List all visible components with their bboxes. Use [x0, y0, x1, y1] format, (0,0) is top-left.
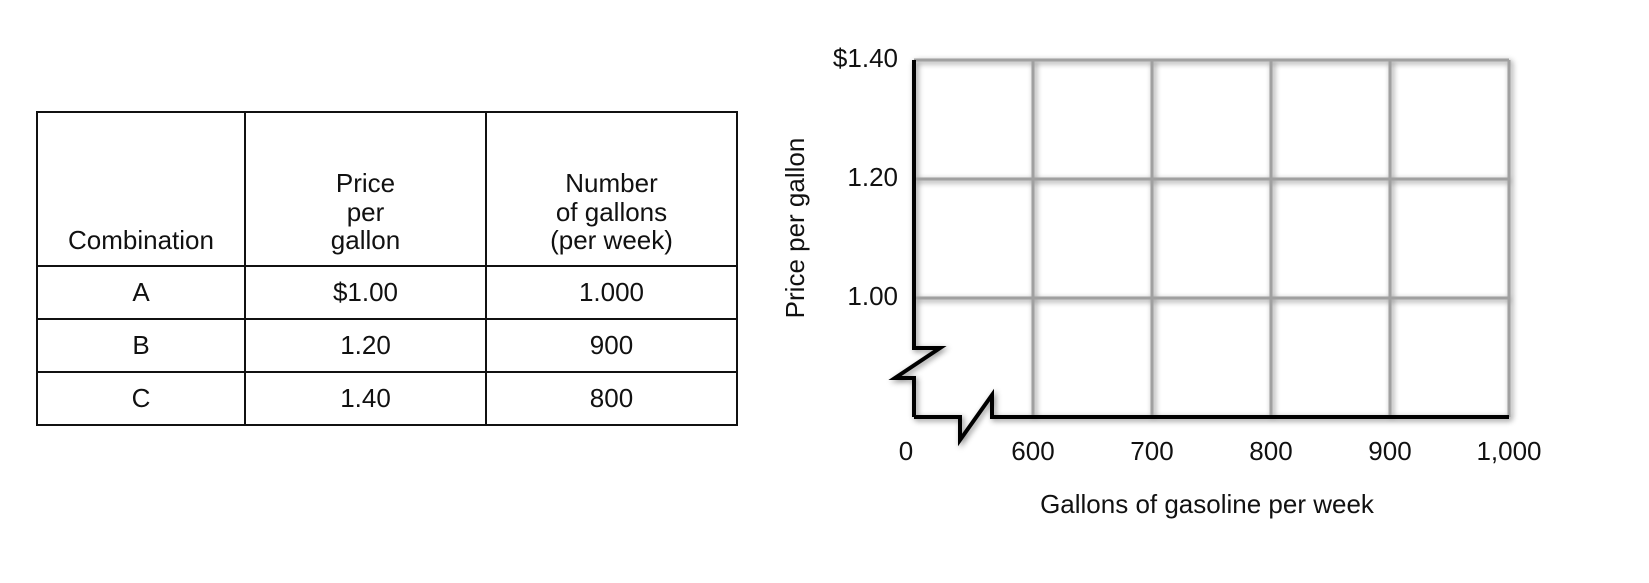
table-cell: 1.40 [244, 371, 487, 426]
table-cell: C [36, 371, 246, 426]
header-text: (per week) [550, 225, 673, 256]
y-tick-label: 1.20 [847, 162, 898, 192]
table-cell: 800 [485, 371, 738, 426]
y-tick-label: $1.40 [833, 43, 898, 73]
header-text: Number [565, 168, 658, 199]
y-axis-label: Price per gallon [780, 138, 810, 319]
x-axis [914, 388, 1509, 447]
header-cell: Price per gallon [244, 111, 487, 267]
origin-label: 0 [899, 436, 913, 466]
table-cell: 900 [485, 318, 738, 373]
y-axis [888, 60, 947, 417]
y-tick-label: 1.00 [847, 281, 898, 311]
header-text: per [346, 196, 385, 227]
table-cell: A [36, 265, 246, 320]
x-tick-label: 1,000 [1476, 436, 1541, 466]
table-cell: B [36, 318, 246, 373]
x-tick-label: 700 [1130, 436, 1173, 466]
table-row: B 1.20 900 [36, 318, 738, 373]
header-cell: Number of gallons (per week) [485, 111, 738, 267]
header-cell: Combination [36, 111, 246, 267]
plot-area [888, 58, 1511, 447]
header-text: gallon [330, 225, 401, 256]
header-text: of gallons [555, 196, 668, 227]
table-cell: 1.20 [244, 318, 487, 373]
x-tick-label: 600 [1011, 436, 1054, 466]
header-text: Combination [68, 225, 214, 256]
table-row: C 1.40 800 [36, 371, 738, 426]
x-axis-label: Gallons of gasoline per week [1040, 489, 1375, 519]
frame [888, 58, 1511, 447]
header-text: Price [335, 168, 396, 199]
x-tick-label: 900 [1368, 436, 1411, 466]
table-cell: 1.000 [485, 265, 738, 320]
data-table: Combination Price per gallon Number of gallon… [36, 111, 738, 426]
x-tick-label: 800 [1249, 436, 1292, 466]
